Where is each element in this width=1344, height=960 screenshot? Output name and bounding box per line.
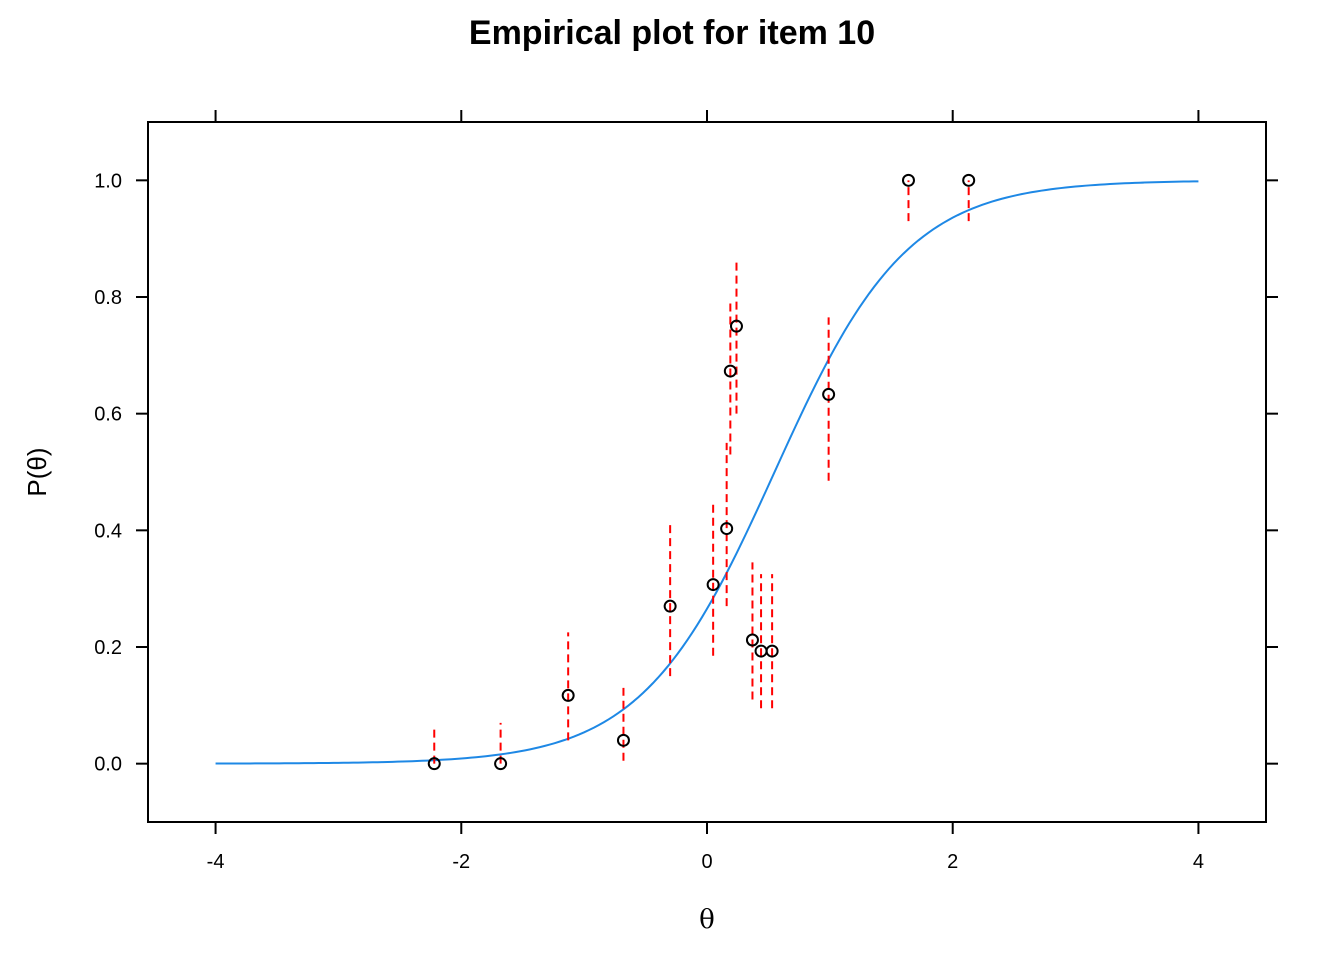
empirical-point [901, 173, 915, 187]
empirical-point [427, 757, 441, 771]
empirical-point [663, 599, 677, 613]
empirical-points-layer [427, 173, 976, 771]
empirical-point [720, 522, 734, 536]
error-bars-layer [433, 180, 970, 764]
y-axis-left: 0.0 0.2 0.4 0.6 0.8 1.0 [94, 170, 148, 776]
empirical-point [729, 319, 743, 333]
y-tick-label: 1.0 [94, 170, 122, 192]
y-axis-right [1266, 179, 1278, 765]
empirical-point [723, 364, 737, 378]
empirical-point [616, 733, 630, 747]
empirical-point [822, 387, 836, 401]
icc-curve-layer [215, 180, 1199, 765]
plot-frame [147, 121, 1267, 823]
x-axis-label: θ [699, 905, 715, 935]
y-tick-label: 0.2 [94, 637, 122, 659]
y-tick-label: 0.0 [94, 754, 122, 776]
y-tick-label: 0.6 [94, 404, 122, 426]
empirical-point [561, 688, 575, 702]
x-tick-label: -2 [452, 851, 470, 873]
x-axis-bottom: -4 -2 0 2 4 [207, 822, 1204, 873]
y-axis-label: P(θ) [22, 447, 52, 496]
icc-curve [215, 180, 1199, 765]
empirical-point [765, 644, 779, 658]
x-tick-label: 0 [701, 851, 712, 873]
y-tick-label: 0.8 [94, 287, 122, 309]
x-axis-top [214, 110, 1200, 122]
chart-title: Empirical plot for item 10 [469, 14, 875, 52]
empirical-point [494, 757, 508, 771]
y-tick-label: 0.4 [94, 520, 122, 542]
empirical-point [706, 578, 720, 592]
x-tick-label: 2 [947, 851, 958, 873]
empirical-point [962, 173, 976, 187]
x-tick-label: 4 [1193, 851, 1204, 873]
x-tick-label: -4 [207, 851, 225, 873]
empirical-point [745, 633, 759, 647]
